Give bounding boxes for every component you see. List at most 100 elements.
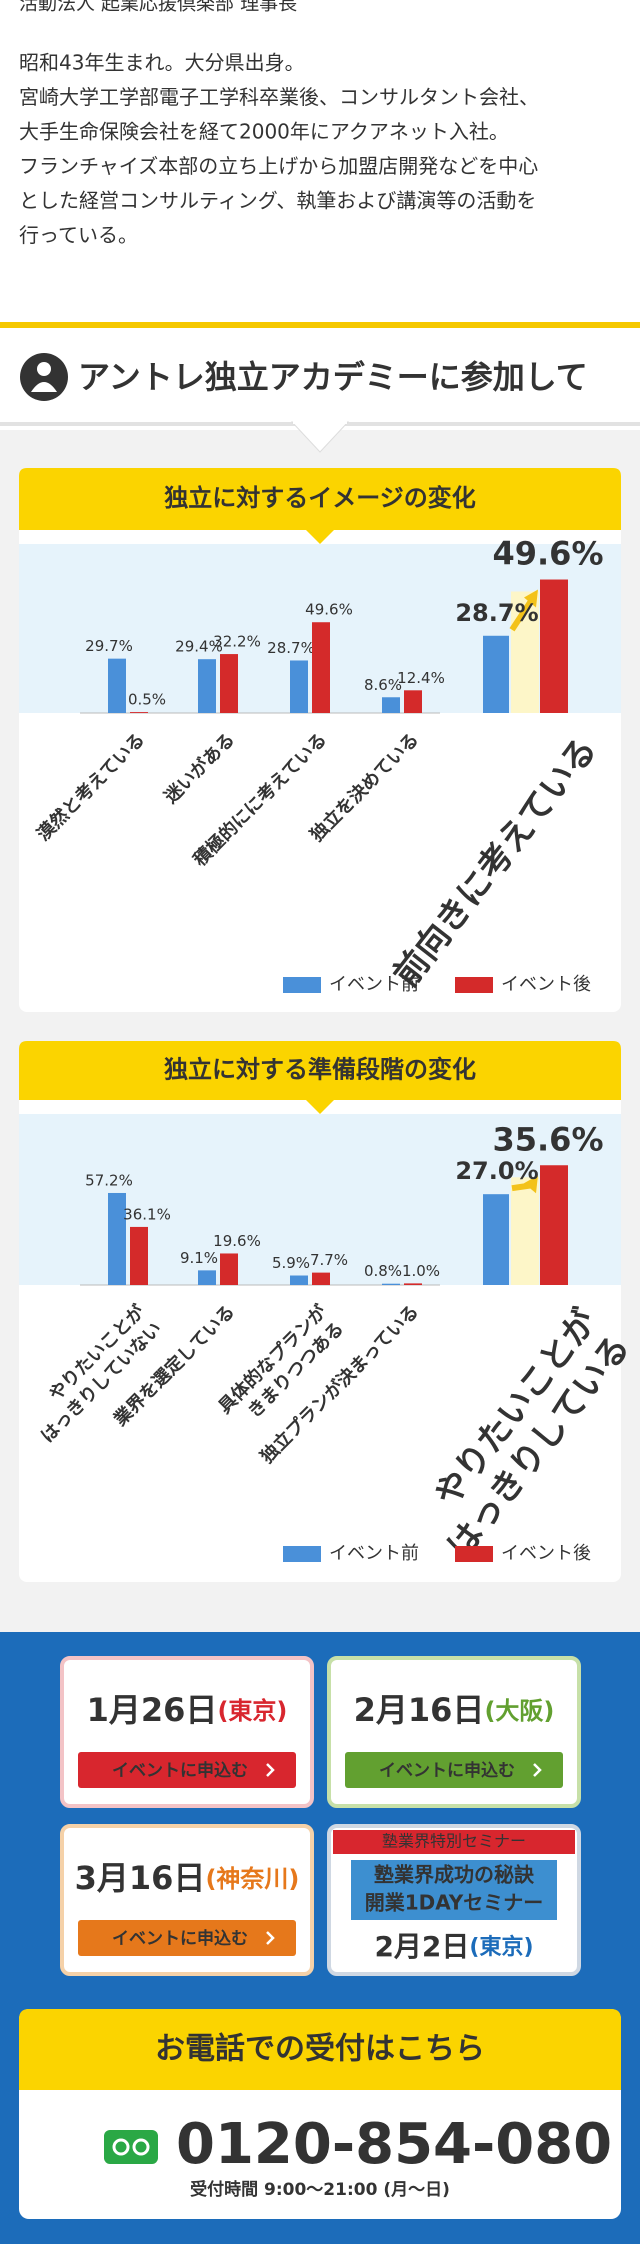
bar — [198, 1270, 216, 1285]
event-button[interactable] — [345, 1752, 563, 1788]
button-chevron — [266, 1931, 275, 1945]
highlight-arrow — [509, 597, 535, 632]
value-label: 9.1% — [180, 1249, 218, 1267]
bar — [108, 1192, 126, 1285]
event-place: (神奈川) — [205, 1865, 299, 1893]
highlight-label: 28.7% — [455, 599, 538, 627]
event-place: (大阪) — [484, 1697, 554, 1725]
legend-swatch — [283, 1546, 321, 1562]
bar — [312, 622, 330, 713]
highlight-bar — [483, 1194, 509, 1285]
seminar-line: 塾業界成功の秘訣 — [374, 1863, 535, 1887]
event-day: 3月16日 — [75, 1859, 206, 1897]
seminar-banner-label: 塾業界特別セミナー — [382, 1832, 526, 1851]
highlight-bar — [540, 1165, 568, 1285]
value-label: 32.2% — [213, 633, 261, 651]
legend-swatch — [455, 1546, 493, 1562]
bar — [312, 1272, 330, 1285]
charts: 独立に対するイメージの変化 29.7% 29.4% 28.7% 8.6% 0.5% 32.2… — [19, 468, 638, 1582]
value-label: 49.6% — [305, 601, 353, 619]
bar — [290, 660, 308, 713]
icon-head — [37, 362, 51, 376]
profile-line: 大手生命保険会社を経て2000年にアクアネット入社。 — [19, 120, 509, 144]
event-button[interactable] — [78, 1752, 296, 1788]
legend-swatch — [283, 977, 321, 993]
seminar-date: 2月2日(東京) — [374, 1930, 533, 1963]
freedial-loop — [112, 2138, 130, 2156]
affiliation: 活動法人 起業応援倶楽部 理事長 — [19, 0, 297, 15]
bar — [382, 1283, 400, 1285]
value-label: 19.6% — [213, 1232, 261, 1250]
bar — [130, 712, 148, 713]
pointer-join — [293, 418, 347, 424]
event-date: 3月16日(神奈川) — [75, 1859, 300, 1897]
bar — [108, 658, 126, 713]
profile-line: フランチャイズ本部の立ち上げから加盟店開発などを中心 — [19, 154, 538, 178]
highlight-bar — [540, 579, 568, 713]
chart-header — [19, 1041, 621, 1100]
bar — [198, 659, 216, 713]
bar — [220, 654, 238, 713]
button-chevron — [533, 1763, 542, 1777]
value-label: 57.2% — [85, 1171, 133, 1189]
legend-label: イベント後 — [501, 1543, 591, 1564]
event-date: 2月16日(大阪) — [354, 1691, 555, 1729]
bar — [220, 1253, 238, 1285]
section-heading: アントレ独立アカデミーに参加して — [78, 358, 588, 396]
freedial-loop — [132, 2138, 150, 2156]
phone-header — [19, 2009, 621, 2090]
bar — [404, 690, 422, 713]
legend-label: イベント後 — [501, 974, 591, 995]
icon-body — [31, 382, 57, 392]
event-date: 1月26日(東京) — [87, 1691, 288, 1729]
seminar-line: 開業1DAYセミナー — [365, 1891, 544, 1915]
event-day: 2月16日 — [354, 1691, 485, 1729]
phone-hours: 受付時間 9:00～21:00 (月～日) — [190, 2179, 450, 2200]
value-label: 1.0% — [402, 1262, 440, 1280]
highlight-label: 35.6% — [492, 1120, 603, 1158]
value-label: 5.9% — [272, 1254, 310, 1272]
event-button-label[interactable]: イベントに申込む — [379, 1760, 515, 1781]
highlight-label: 49.6% — [492, 535, 603, 573]
chart-title: 独立に対するイメージの変化 — [164, 484, 476, 512]
events: 1月26日(東京)イベントに申込む2月16日(大阪)イベントに申込む3月16日(… — [60, 1656, 581, 1976]
highlight-bar — [483, 635, 509, 713]
header-pointer — [306, 1100, 334, 1114]
phone-number[interactable]: 0120-854-080 — [176, 2112, 612, 2177]
button-chevron — [266, 1763, 275, 1777]
value-label: 36.1% — [123, 1205, 171, 1223]
seminar-place: (東京) — [469, 1934, 533, 1960]
value-label: 28.7% — [267, 639, 315, 657]
value-label: 12.4% — [397, 669, 445, 687]
value-label: 29.4% — [175, 638, 223, 656]
profile-line: 昭和43年生まれ。大分県出身。 — [19, 51, 305, 75]
event-button-label[interactable]: イベントに申込む — [112, 1928, 248, 1949]
yellow-rule — [0, 322, 640, 328]
event-button[interactable] — [78, 1920, 296, 1956]
chart-header — [19, 468, 621, 530]
highlight-arrowhead — [524, 1175, 538, 1194]
bar — [130, 1226, 148, 1285]
profile-line: 行っている。 — [19, 223, 138, 247]
chart-title: 独立に対する準備段階の変化 — [164, 1056, 476, 1084]
event-button-label[interactable]: イベントに申込む — [112, 1760, 248, 1781]
value-label: 29.7% — [85, 637, 133, 655]
value-label: 7.7% — [310, 1251, 348, 1269]
value-label: 0.8% — [364, 1262, 402, 1280]
event-place: (東京) — [217, 1697, 287, 1725]
phone-title: お電話での受付はこちら — [155, 2032, 485, 2067]
highlight-label: 27.0% — [455, 1157, 538, 1185]
event-day: 1月26日 — [87, 1691, 218, 1729]
seminar-box — [351, 1860, 557, 1920]
highlight-gap — [511, 1177, 539, 1285]
legend-label: イベント前 — [329, 974, 419, 995]
seminar-banner — [333, 1830, 575, 1854]
profile-line: 宮崎大学工学部電子工学科卒業後、コンサルタント会社、 — [19, 85, 539, 109]
heading-band — [0, 340, 640, 422]
value-label: 0.5% — [128, 691, 166, 709]
profile: 活動法人 起業応援倶楽部 理事長昭和43年生まれ。大分県出身。宮崎大学工学部電子… — [19, 0, 539, 247]
freedial-icon — [104, 2130, 158, 2164]
value-label: 8.6% — [364, 676, 402, 694]
